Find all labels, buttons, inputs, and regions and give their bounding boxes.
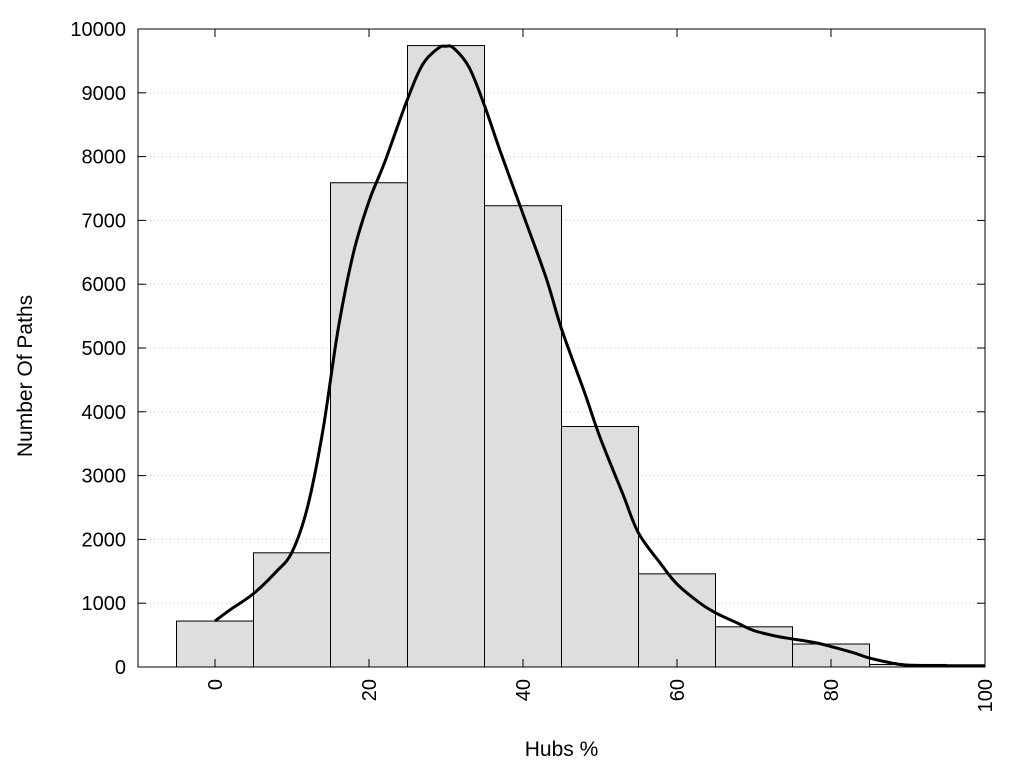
- y-tick-label: 9000: [82, 83, 127, 105]
- y-tick-label: 0: [115, 657, 126, 679]
- histogram-bar: [561, 425, 639, 668]
- x-tick-label: 20: [359, 679, 381, 701]
- density-curve-layer: [214, 44, 986, 668]
- y-tick-label: 3000: [82, 466, 127, 488]
- y-tick-label: 10000: [70, 19, 126, 41]
- x-tick-label: 100: [975, 679, 997, 712]
- x-tick-label: 60: [667, 679, 689, 701]
- x-axis-ticks: 0 20 40 60 80 100: [205, 29, 997, 712]
- x-tick-label: 80: [821, 679, 843, 701]
- histogram-bar: [253, 552, 331, 668]
- y-tick-label: 8000: [82, 147, 127, 169]
- density-curve: [214, 44, 986, 668]
- y-tick-label: 7000: [82, 210, 127, 232]
- x-axis-label: Hubs %: [525, 738, 599, 761]
- y-tick-label: 5000: [82, 338, 127, 360]
- y-tick-label: 2000: [82, 529, 127, 551]
- histogram-bar: [715, 626, 793, 668]
- histogram-bar: [407, 45, 485, 668]
- x-tick-label: 0: [205, 679, 227, 690]
- x-tick-label: 40: [513, 679, 535, 701]
- histogram-bar: [330, 182, 408, 668]
- y-tick-label: 4000: [82, 402, 127, 424]
- y-axis-label: Number Of Paths: [14, 295, 37, 457]
- histogram-bar: [638, 573, 716, 668]
- y-tick-label: 1000: [82, 593, 127, 615]
- bars: [176, 45, 947, 668]
- histogram-bar: [484, 205, 562, 668]
- y-axis-ticks: 0 1000 2000 3000 4000 5000 6000 7000 8000 9000 100…: [70, 19, 985, 679]
- y-tick-label: 6000: [82, 274, 127, 296]
